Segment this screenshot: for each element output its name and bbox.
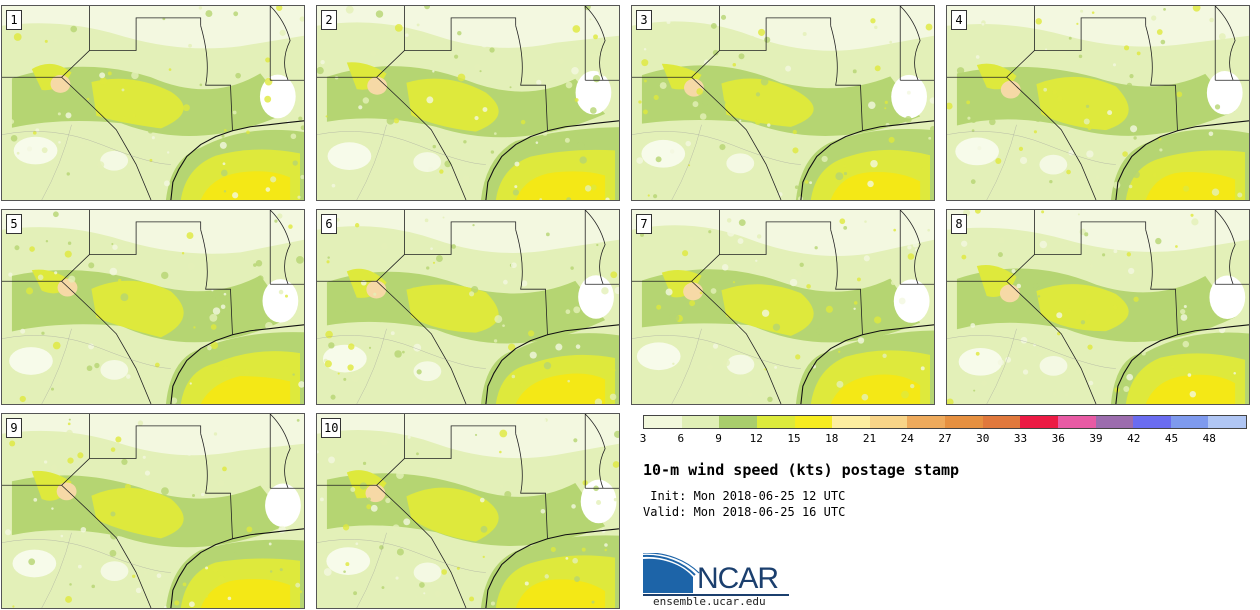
valid-time: Valid: Mon 2018-06-25 16 UTC [643, 505, 846, 519]
colorbar-tick-labels: 3 6 9 12 15 18 21 24 27 30 33 36 39 42 45 48 [639, 432, 1247, 448]
colorbar-tick: 33 [1013, 432, 1028, 445]
member-number-label: 9 [6, 418, 22, 438]
colorbar-tick: 15 [787, 432, 801, 445]
colorbar-segment [1170, 416, 1209, 428]
colorbar-tick: 30 [976, 432, 990, 445]
colorbar-segment [982, 416, 1021, 428]
site-url: ensemble.ucar.edu [653, 595, 766, 608]
colorbar-segment [869, 416, 908, 428]
member-number-label: 2 [321, 10, 337, 30]
colorbar-tick: 27 [938, 432, 952, 445]
wind-speed-colorbar [643, 415, 1247, 429]
colorbar-segment [1208, 416, 1246, 428]
ensemble-panel-1: 1 [1, 5, 305, 201]
ensemble-panel-8: 8 [946, 209, 1250, 405]
colorbar-tick: 3 [639, 432, 647, 445]
colorbar-segment [794, 416, 833, 428]
wind-speed-map [2, 6, 304, 200]
member-number-label: 5 [6, 214, 22, 234]
colorbar-segment [756, 416, 795, 428]
colorbar-segment [1020, 416, 1058, 428]
wind-speed-map [2, 414, 304, 608]
member-number-label: 6 [321, 214, 337, 234]
ncar-logo-icon [643, 553, 789, 596]
member-number-label: 8 [951, 214, 967, 234]
ncar-logo-text: NCAR [697, 562, 779, 595]
colorbar-tick: 21 [862, 432, 877, 445]
ensemble-panel-10: 10 [316, 413, 620, 609]
colorbar-tick: 12 [749, 432, 763, 445]
ensemble-panel-2: 2 [316, 5, 620, 201]
colorbar-segment [1057, 416, 1096, 428]
colorbar-tick: 36 [1051, 432, 1065, 445]
colorbar-tick: 39 [1089, 432, 1103, 445]
colorbar-segment [907, 416, 945, 428]
colorbar-segment [945, 416, 983, 428]
member-number-label: 1 [6, 10, 22, 30]
colorbar-tick: 24 [900, 432, 914, 445]
wind-speed-map [632, 210, 934, 404]
colorbar-segment [832, 416, 870, 428]
member-number-label: 3 [636, 10, 652, 30]
colorbar-segment [719, 416, 757, 428]
colorbar-segment [1095, 416, 1134, 428]
member-number-label: 4 [951, 10, 967, 30]
ensemble-panel-5: 5 [1, 209, 305, 405]
colorbar-segment [681, 416, 720, 428]
wind-speed-map [317, 210, 619, 404]
colorbar-tick: 9 [715, 432, 722, 445]
init-time: Init: Mon 2018-06-25 12 UTC [643, 489, 846, 503]
ensemble-panel-4: 4 [946, 5, 1250, 201]
colorbar-tick: 45 [1164, 432, 1179, 445]
wind-speed-map [947, 210, 1249, 404]
member-number-label: 10 [321, 418, 342, 438]
colorbar-segment [1133, 416, 1171, 428]
chart-title: 10-m wind speed (kts) postage stamp [643, 461, 960, 479]
wind-speed-map [2, 210, 304, 404]
colorbar-tick: 18 [825, 432, 839, 445]
ensemble-panel-7: 7 [631, 209, 935, 405]
wind-speed-map [317, 6, 619, 200]
colorbar-tick: 6 [677, 432, 685, 445]
colorbar-tick: 42 [1127, 432, 1141, 445]
member-number-label: 7 [636, 214, 652, 234]
wind-speed-map [317, 414, 619, 608]
wind-speed-map [947, 6, 1249, 200]
colorbar-segment [644, 416, 682, 428]
ensemble-panel-3: 3 [631, 5, 935, 201]
colorbar-tick: 48 [1202, 432, 1216, 445]
ensemble-panel-9: 9 [1, 413, 305, 609]
ensemble-panel-6: 6 [316, 209, 620, 405]
wind-speed-map [632, 6, 934, 200]
